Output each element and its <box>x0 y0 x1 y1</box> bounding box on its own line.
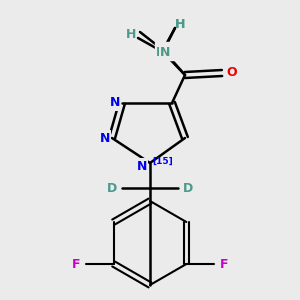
Text: N: N <box>156 46 166 59</box>
Text: H: H <box>126 28 136 40</box>
Text: N: N <box>160 46 170 59</box>
Text: [15]: [15] <box>152 157 173 166</box>
Text: F: F <box>220 257 229 271</box>
Text: H: H <box>175 17 185 31</box>
Text: O: O <box>227 67 237 80</box>
Text: N: N <box>100 131 110 145</box>
Bar <box>155 42 180 60</box>
Text: D: D <box>183 182 193 194</box>
Text: F: F <box>71 257 80 271</box>
Text: H: H <box>175 19 185 32</box>
Text: D: D <box>107 182 117 194</box>
Text: N: N <box>137 160 147 172</box>
Text: N: N <box>110 97 120 110</box>
